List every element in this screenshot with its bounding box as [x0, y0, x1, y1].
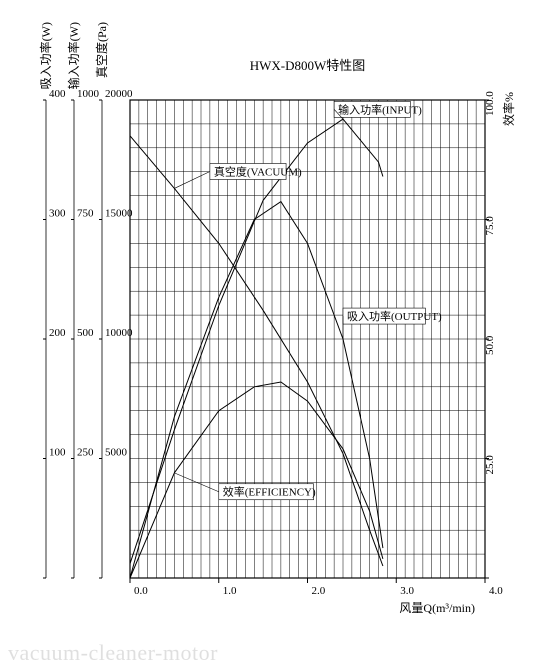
x-tick-label: 4.0	[489, 585, 503, 597]
chart-title: HWX-D800W特性图	[250, 58, 366, 73]
y-tick-label: 15000	[105, 208, 133, 220]
watermark: vacuum-cleaner-motor	[8, 640, 218, 665]
x-tick-label: 3.0	[400, 585, 414, 597]
y-tick-label: 20000	[105, 88, 133, 100]
y-tick-label: 200	[49, 327, 66, 339]
label-vacuum: 真空度(VACUUM)	[214, 164, 302, 178]
y-tick-label: 750	[77, 208, 94, 220]
y-axis-title-left: 输入功率(W)	[66, 22, 81, 89]
y-tick-label: 300	[49, 208, 66, 220]
y-tick-label-right: 50.0	[484, 335, 496, 355]
y-tick-label-right: 100.0	[484, 91, 496, 116]
y-tick-label: 500	[77, 327, 94, 339]
y-tick-label-right: 75.0	[484, 216, 496, 236]
x-tick-label: 0.0	[134, 585, 148, 597]
y-tick-label: 10000	[105, 327, 133, 339]
y-tick-label-right: 25.0	[484, 455, 496, 475]
label-input: 输入功率(INPUT)	[338, 102, 422, 116]
y-tick-label: 5000	[105, 447, 128, 459]
y-axis-title-left: 吸入功率(W)	[38, 22, 53, 89]
y-tick-label: 250	[77, 447, 94, 459]
label-efficiency: 效率(EFFICIENCY)	[223, 485, 316, 499]
x-axis-title: 风量Q(m³/min)	[399, 601, 475, 615]
x-tick-label: 2.0	[312, 585, 326, 597]
y-tick-label: 100	[49, 447, 66, 459]
label-output: 吸入功率(OUTPUT)	[347, 309, 442, 323]
y-axis-title-left: 真空度(Pa)	[94, 22, 109, 78]
y-axis-title-right: 效率%	[501, 92, 516, 126]
x-tick-label: 1.0	[223, 585, 237, 597]
